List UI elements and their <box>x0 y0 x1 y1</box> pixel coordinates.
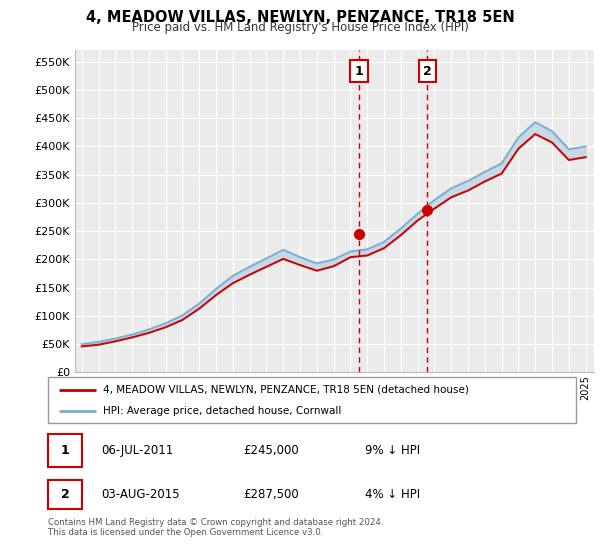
Text: 03-AUG-2015: 03-AUG-2015 <box>101 488 179 501</box>
Text: £287,500: £287,500 <box>244 488 299 501</box>
Text: 1: 1 <box>355 64 363 77</box>
Text: Contains HM Land Registry data © Crown copyright and database right 2024.
This d: Contains HM Land Registry data © Crown c… <box>48 518 383 538</box>
Text: 1: 1 <box>61 444 70 457</box>
Text: 4, MEADOW VILLAS, NEWLYN, PENZANCE, TR18 5EN: 4, MEADOW VILLAS, NEWLYN, PENZANCE, TR18… <box>86 10 514 25</box>
Bar <box>48 479 82 508</box>
Text: £245,000: £245,000 <box>244 444 299 457</box>
Text: Price paid vs. HM Land Registry's House Price Index (HPI): Price paid vs. HM Land Registry's House … <box>131 21 469 34</box>
Text: 2: 2 <box>61 488 70 501</box>
Text: 4, MEADOW VILLAS, NEWLYN, PENZANCE, TR18 5EN (detached house): 4, MEADOW VILLAS, NEWLYN, PENZANCE, TR18… <box>103 385 469 395</box>
Text: 9% ↓ HPI: 9% ↓ HPI <box>365 444 420 457</box>
Text: 06-JUL-2011: 06-JUL-2011 <box>101 444 173 457</box>
Text: 4% ↓ HPI: 4% ↓ HPI <box>365 488 420 501</box>
Bar <box>48 433 82 467</box>
Text: HPI: Average price, detached house, Cornwall: HPI: Average price, detached house, Corn… <box>103 407 342 416</box>
Text: 2: 2 <box>423 64 432 77</box>
